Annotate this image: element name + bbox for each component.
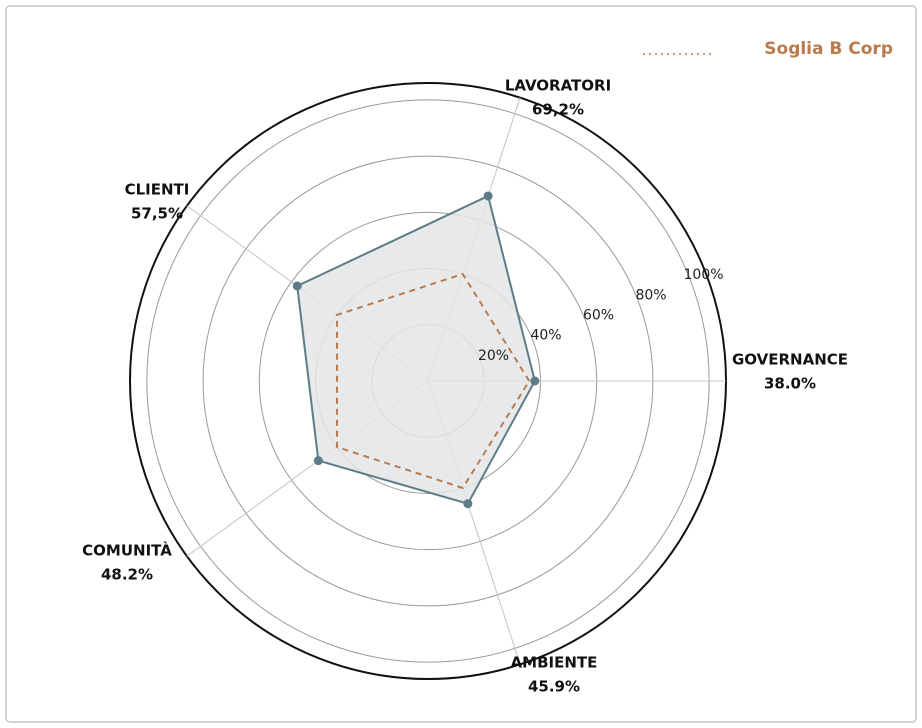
data-point <box>463 499 473 509</box>
category-label: GOVERNANCE <box>732 351 848 369</box>
value-label: 69,2% <box>532 101 584 119</box>
category-label: LAVORATORI <box>505 77 611 95</box>
data-point <box>530 376 540 386</box>
category-label: AMBIENTE <box>511 654 598 672</box>
value-label: 45.9% <box>528 678 580 696</box>
legend-label: Soglia B Corp <box>764 39 893 59</box>
data-point <box>483 191 493 201</box>
category-label: CLIENTI <box>125 181 190 199</box>
tick-label: 80% <box>635 287 666 303</box>
data-area <box>296 194 536 505</box>
value-label: 48.2% <box>101 566 153 584</box>
tick-label: 60% <box>583 308 614 324</box>
threshold-line <box>336 272 531 490</box>
tick-label: 100% <box>684 267 724 283</box>
value-label: 38.0% <box>764 375 816 393</box>
tick-label: 40% <box>530 328 561 344</box>
data-point <box>313 456 323 466</box>
tick-label: 20% <box>478 348 509 364</box>
category-label: COMUNITÀ <box>82 541 172 560</box>
data-point <box>292 281 302 291</box>
value-label: 57,5% <box>131 205 183 223</box>
